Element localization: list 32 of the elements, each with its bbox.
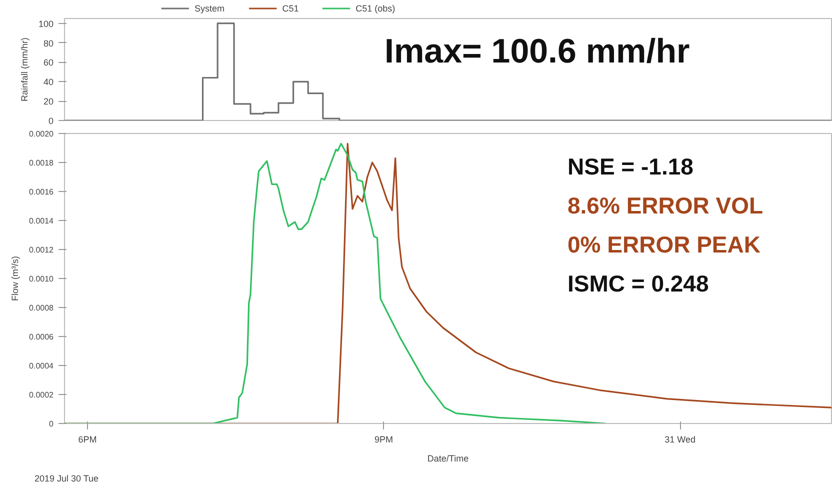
annotation: Imax= 100.6 mm/hr [384,32,690,70]
x-tick-label: 9PM [374,434,394,444]
y-tick-label: 60 [43,58,54,68]
y-tick-label: 0.0004 [29,362,54,370]
legend-label: System [194,4,224,14]
x-axis-title: Date/Time [427,454,469,464]
y-tick-label: 0 [48,116,54,126]
y-tick-label: 100 [38,18,54,29]
x-tick-label: 31 Wed [664,434,696,444]
annotation: ISMC = 0.248 [568,270,709,296]
y-tick-label: 0 [49,420,54,428]
annotation: 8.6% ERROR VOL [568,192,764,218]
y-tick-label: 0.0016 [29,188,54,196]
y-tick-label: 0.0002 [29,390,54,400]
y-tick-label: 0.0008 [29,304,54,312]
y-tick-label: 0.0018 [29,158,54,168]
legend-label: C51 [282,4,299,14]
y-tick-label: 0.0010 [29,274,54,284]
y-axis-title: Flow (m³/s) [10,256,20,301]
legend-label: C51 (obs) [356,4,396,14]
y-tick-label: 80 [43,38,54,48]
y-tick-label: 0.0012 [29,246,54,254]
text: 2019 Jul 30 Tue [34,474,99,484]
x-tick-label: 6PM [78,434,97,444]
annotation: 0% ERROR PEAK [568,232,761,258]
y-tick-label: 0.0014 [29,216,54,226]
y-tick-label: 20 [43,96,54,107]
annotation: NSE = -1.18 [568,154,694,180]
y-tick-label: 0.0006 [29,332,54,342]
y-tick-label: 40 [43,77,54,88]
y-axis-title: Rainfall (mm/hr) [19,37,30,102]
y-tick-label: 0.0020 [29,130,54,138]
